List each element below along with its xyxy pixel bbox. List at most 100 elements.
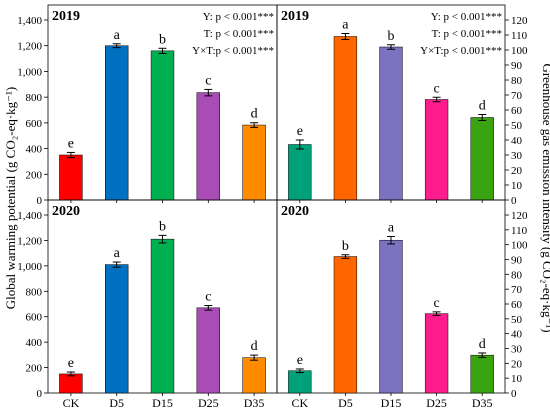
y-tick-label: 40 (511, 135, 523, 147)
x-tick-label: D35 (472, 396, 493, 408)
y-tick-label: 600 (26, 118, 43, 130)
significance-letter: a (114, 246, 121, 261)
x-tick-label: D15 (152, 396, 173, 408)
y-tick-label: 1,200 (17, 235, 42, 247)
y-tick-label: 20 (511, 358, 523, 370)
significance-letter: d (251, 339, 258, 354)
bar-d5 (333, 36, 358, 201)
y-tick-label: 100 (511, 240, 528, 252)
y-tick-label: 90 (511, 255, 523, 267)
significance-letter: a (114, 28, 121, 43)
significance-letter: b (159, 32, 166, 47)
x-tick-label: CK (63, 396, 80, 408)
year-label: 2020 (52, 204, 80, 219)
y-tick-label: 110 (511, 30, 528, 42)
y-tick-label: 1,200 (17, 41, 42, 53)
significance-letter: b (342, 239, 349, 254)
bar-d15 (379, 239, 403, 394)
y-tick-label: 200 (26, 363, 43, 375)
y-tick-label: 10 (511, 180, 523, 192)
panel-bottom-left: 0 200 400 600 800 1,000 1,200 1,400 2020 e a b c d CK D… (17, 199, 278, 408)
y-tick-label: 600 (26, 312, 43, 324)
stats-annotation: Y: p < 0.001*** (203, 11, 274, 23)
x-tick-label: D25 (426, 396, 447, 408)
y-tick-label: 50 (511, 314, 523, 326)
bar-d5 (105, 264, 129, 394)
y-tick-label: 0 (37, 388, 43, 400)
bar-d35 (470, 354, 494, 394)
y-tick-label: 200 (26, 169, 43, 181)
y-tick-label: 30 (511, 344, 523, 356)
y-tick-label: 110 (511, 225, 528, 237)
y-tick-label: 800 (26, 92, 43, 104)
stats-annotation: T: p < 0.001*** (432, 28, 502, 40)
y-tick-label: 30 (511, 150, 523, 162)
y-tick-label: 80 (511, 269, 523, 281)
significance-letter: d (251, 107, 258, 122)
bar-d15 (379, 46, 403, 201)
y-tick-label: 40 (511, 329, 523, 341)
y-tick-label: 0 (511, 195, 517, 207)
y-tick-label: 50 (511, 120, 523, 132)
stats-annotation: Y×T:p < 0.001*** (192, 45, 274, 57)
stats-annotation: Y: p < 0.001*** (431, 11, 502, 23)
bar-ck (59, 373, 83, 394)
x-tick-label: D5 (109, 396, 124, 408)
bar-ck (288, 144, 312, 201)
significance-letter: e (297, 353, 303, 368)
significance-letter: b (388, 29, 395, 44)
bar-d35 (470, 117, 494, 201)
bar-ck (288, 370, 312, 394)
y-tick-label: 120 (511, 210, 528, 222)
bar-d35 (242, 124, 266, 201)
bar-d5 (333, 256, 358, 394)
significance-letter: c (205, 290, 211, 305)
x-tick-label: D5 (338, 396, 353, 408)
y-tick-label: 120 (511, 15, 528, 27)
significance-letter: d (479, 99, 486, 114)
bar-ck (59, 154, 83, 201)
stats-annotation: T: p < 0.001*** (204, 28, 274, 40)
significance-letter: e (297, 124, 303, 139)
panel-bottom-right: 0 10 20 30 40 50 60 70 80 90 100 110 120 2020 e b a c d CK D… (276, 199, 528, 408)
year-label: 2020 (281, 204, 309, 219)
y-tick-label: 70 (511, 284, 523, 296)
y-tick-label: 0 (511, 388, 517, 400)
panel-top-left: 0 200 400 600 800 1,000 1,200 1,400 2019 Y: p < 0… (17, 4, 278, 207)
y-tick-label: 70 (511, 90, 523, 102)
y-tick-label: 1,000 (17, 66, 42, 78)
y-tick-label: 60 (511, 299, 523, 311)
x-tick-label: CK (291, 396, 308, 408)
significance-letter: a (342, 18, 349, 33)
y-tick-label: 800 (26, 286, 43, 298)
y-axis-label-right: Greenhouse gas emission intensity (g CO₂… (540, 63, 550, 332)
stats-annotation: Y×T:p < 0.001*** (420, 45, 502, 57)
panel-top-right: 0 10 20 30 40 50 60 70 80 90 100 110 120 2019 Y: p < 0… (276, 4, 528, 207)
bar-d25 (424, 99, 449, 201)
bar-d15 (150, 50, 175, 201)
significance-letter: c (433, 81, 439, 96)
y-tick-label: 80 (511, 75, 523, 87)
significance-letter: e (68, 136, 74, 151)
y-tick-label: 90 (511, 60, 523, 72)
x-tick-label: D35 (244, 396, 265, 408)
y-tick-label: 400 (26, 144, 43, 156)
significance-letter: c (205, 73, 211, 88)
bar-d25 (424, 313, 449, 394)
significance-letter: c (433, 296, 439, 311)
y-tick-label: 100 (511, 45, 528, 57)
bar-d5 (105, 45, 129, 201)
significance-letter: a (388, 221, 395, 236)
significance-letter: d (479, 337, 486, 352)
y-tick-label: 1,400 (17, 210, 42, 222)
bar-d35 (242, 357, 266, 394)
y-tick-label: 400 (26, 337, 43, 349)
y-tick-label: 20 (511, 165, 523, 177)
significance-letter: b (159, 219, 166, 234)
year-label: 2019 (281, 9, 309, 24)
x-tick-label: D15 (381, 396, 402, 408)
x-tick-label: D25 (198, 396, 219, 408)
y-tick-label: 1,400 (17, 15, 42, 27)
